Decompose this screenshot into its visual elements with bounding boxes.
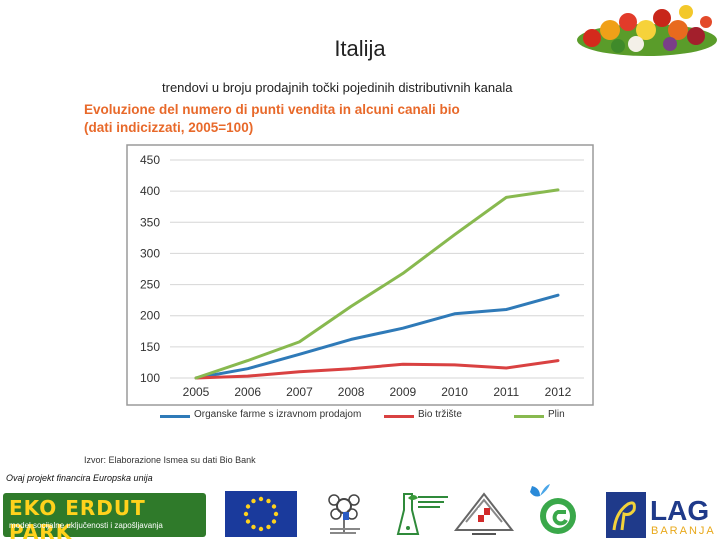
eu-star <box>246 519 250 523</box>
x-tick-label: 2011 <box>493 385 519 399</box>
legend-swatch <box>514 415 544 418</box>
eu-star <box>274 512 278 516</box>
y-tick-label: 150 <box>140 340 160 354</box>
chart-title: Evoluzione del numero di punti vendita i… <box>84 101 460 119</box>
eko-logo-title: EKO ERDUT PARK <box>9 496 206 544</box>
lag-baranja-logo: LAG BARANJA <box>606 492 720 538</box>
x-tick-label: 2009 <box>390 385 417 399</box>
eu-star <box>259 497 263 501</box>
eu-star <box>251 525 255 529</box>
eu-star <box>259 527 263 531</box>
legend-swatch <box>384 415 414 418</box>
x-tick-label: 2008 <box>338 385 365 399</box>
eko-erdut-park-logo: EKO ERDUT PARK model socijalne uključeno… <box>3 493 206 537</box>
flower-logo-icon <box>316 488 376 540</box>
eu-star <box>266 499 270 503</box>
x-tick-label: 2005 <box>183 385 210 399</box>
x-tick-label: 2012 <box>545 385 572 399</box>
eu-star <box>244 512 248 516</box>
eu-star <box>266 525 270 529</box>
eu-star <box>272 504 276 508</box>
slide-subtitle: trendovi u broju prodajnih točki pojedin… <box>162 80 513 95</box>
butterfly-c-logo-icon <box>526 482 582 538</box>
eko-logo-tagline: model socijalne uključenosti i zapošljav… <box>9 521 163 530</box>
legend-swatch <box>160 415 190 418</box>
x-tick-label: 2006 <box>234 385 261 399</box>
y-tick-label: 100 <box>140 371 160 385</box>
croatian-coat-of-arms-icon <box>452 490 516 538</box>
x-tick-label: 2010 <box>441 385 468 399</box>
x-tick-label: 2007 <box>286 385 313 399</box>
eu-star <box>272 519 276 523</box>
chart-title-block: Evoluzione del numero di punti vendita i… <box>84 101 460 137</box>
source-note: Izvor: Elaborazione Ismea su dati Bio Ba… <box>84 455 256 465</box>
funding-note: Ovaj projekt financira Europska unija <box>6 473 153 483</box>
eu-flag-icon <box>225 491 297 537</box>
y-tick-label: 200 <box>140 309 160 323</box>
chart-subtitle: (dati indicizzati, 2005=100) <box>84 119 460 137</box>
lag-logo-subtitle: BARANJA <box>651 525 716 537</box>
y-tick-label: 350 <box>140 215 160 229</box>
ministry-logo-icon <box>396 490 452 540</box>
eu-star <box>246 504 250 508</box>
legend-label: Plin <box>548 409 565 420</box>
y-tick-label: 300 <box>140 246 160 260</box>
y-tick-label: 400 <box>140 184 160 198</box>
y-tick-label: 250 <box>140 278 160 292</box>
eu-star <box>251 499 255 503</box>
vegetables-photo <box>572 0 718 62</box>
legend-label: Organske farme s izravnom prodajom <box>194 409 361 420</box>
legend-label: Bio tržište <box>418 409 462 420</box>
y-tick-label: 450 <box>140 153 160 167</box>
lag-logo-title: LAG <box>650 495 709 526</box>
line-chart: 100 150 200 250 300 350 400 450 2005 2006 2007 2008… <box>126 144 594 406</box>
